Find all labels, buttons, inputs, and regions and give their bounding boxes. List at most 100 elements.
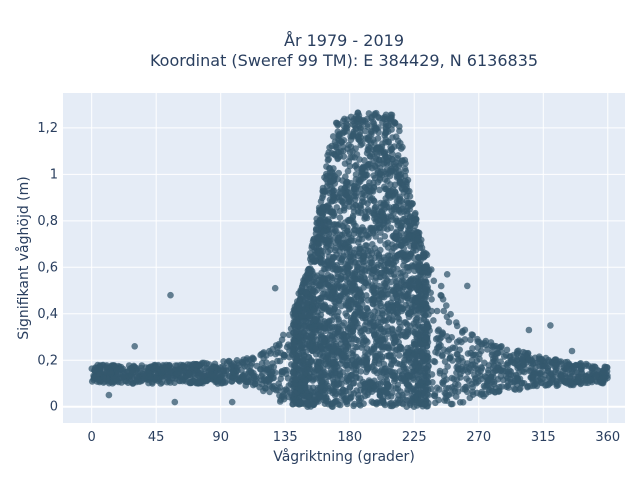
data-point (318, 256, 326, 264)
data-point (234, 359, 241, 367)
data-point (304, 400, 312, 407)
data-point (335, 235, 343, 242)
data-point (318, 295, 325, 302)
data-point (391, 334, 398, 341)
data-point (432, 335, 440, 343)
data-point (532, 364, 539, 371)
data-point (359, 165, 367, 172)
data-point (340, 239, 347, 247)
data-point (386, 188, 393, 195)
data-point (393, 233, 401, 240)
data-point (464, 360, 471, 367)
data-point (351, 162, 359, 170)
data-point (398, 292, 406, 299)
data-point (342, 398, 350, 406)
data-point (387, 147, 394, 154)
data-point (363, 231, 370, 239)
data-point (443, 302, 450, 309)
y-tick-label: 0,4 (37, 307, 58, 322)
data-point (488, 387, 496, 395)
data-point (380, 279, 388, 287)
data-point (599, 379, 607, 387)
data-point (376, 186, 383, 194)
data-point (354, 109, 362, 117)
data-point (307, 358, 314, 366)
data-point (421, 357, 429, 364)
data-point (361, 252, 368, 259)
data-point (364, 136, 372, 143)
data-point (291, 308, 299, 316)
data-point (496, 383, 503, 391)
data-point (296, 299, 304, 307)
data-point (370, 323, 378, 330)
data-point (320, 228, 328, 235)
data-point (408, 398, 416, 405)
data-point (506, 353, 513, 361)
data-point (367, 379, 374, 387)
data-point (350, 402, 357, 410)
data-point (372, 353, 379, 360)
data-point (467, 336, 474, 344)
data-point (397, 250, 404, 258)
data-point (492, 354, 499, 362)
data-point (334, 121, 342, 129)
data-point (352, 171, 360, 178)
data-point (325, 385, 333, 392)
data-point (371, 163, 379, 170)
data-point (342, 352, 350, 360)
data-point (444, 348, 451, 355)
chart-title-line2: Koordinat (Sweref 99 TM): E 384429, N 61… (150, 51, 538, 70)
data-point (275, 380, 283, 388)
data-point (404, 291, 411, 298)
data-point (363, 357, 371, 365)
data-point (228, 398, 236, 406)
data-point (355, 239, 362, 246)
x-tick-label: 225 (402, 430, 427, 445)
data-point (313, 272, 321, 280)
data-point (166, 367, 174, 375)
data-point (390, 339, 398, 347)
data-point (344, 262, 351, 269)
data-point (390, 261, 398, 269)
data-point (373, 385, 381, 393)
data-point (453, 322, 461, 330)
data-point (256, 383, 263, 391)
data-point (354, 305, 362, 312)
data-point (339, 369, 347, 376)
data-point (324, 258, 332, 266)
data-point (337, 197, 345, 204)
data-point (280, 353, 288, 361)
data-point (321, 216, 329, 223)
data-point (335, 308, 342, 316)
data-point (203, 377, 210, 385)
data-point (439, 351, 446, 359)
data-point (336, 188, 344, 195)
y-axis-title: Signifikant våghöjd (m) (15, 176, 32, 339)
data-point (364, 200, 371, 207)
data-point (453, 338, 461, 346)
data-point (402, 160, 409, 167)
data-point (343, 312, 351, 320)
data-point (538, 356, 545, 363)
data-point (408, 220, 416, 227)
y-tick-label: 0 (50, 400, 58, 415)
data-point (385, 138, 393, 146)
data-point (488, 342, 495, 350)
data-point (190, 370, 197, 378)
data-point (469, 391, 477, 399)
data-point (366, 194, 374, 201)
data-point (437, 282, 445, 290)
data-point (310, 276, 317, 284)
data-point (433, 384, 441, 392)
data-point (402, 332, 410, 340)
data-point (343, 378, 350, 385)
data-point (317, 282, 325, 290)
data-point (391, 377, 398, 385)
data-point (422, 384, 430, 392)
data-point (399, 143, 406, 151)
data-point (402, 272, 409, 279)
data-point (398, 242, 405, 249)
data-point (327, 371, 335, 378)
data-point (404, 348, 412, 356)
data-point (274, 386, 282, 394)
